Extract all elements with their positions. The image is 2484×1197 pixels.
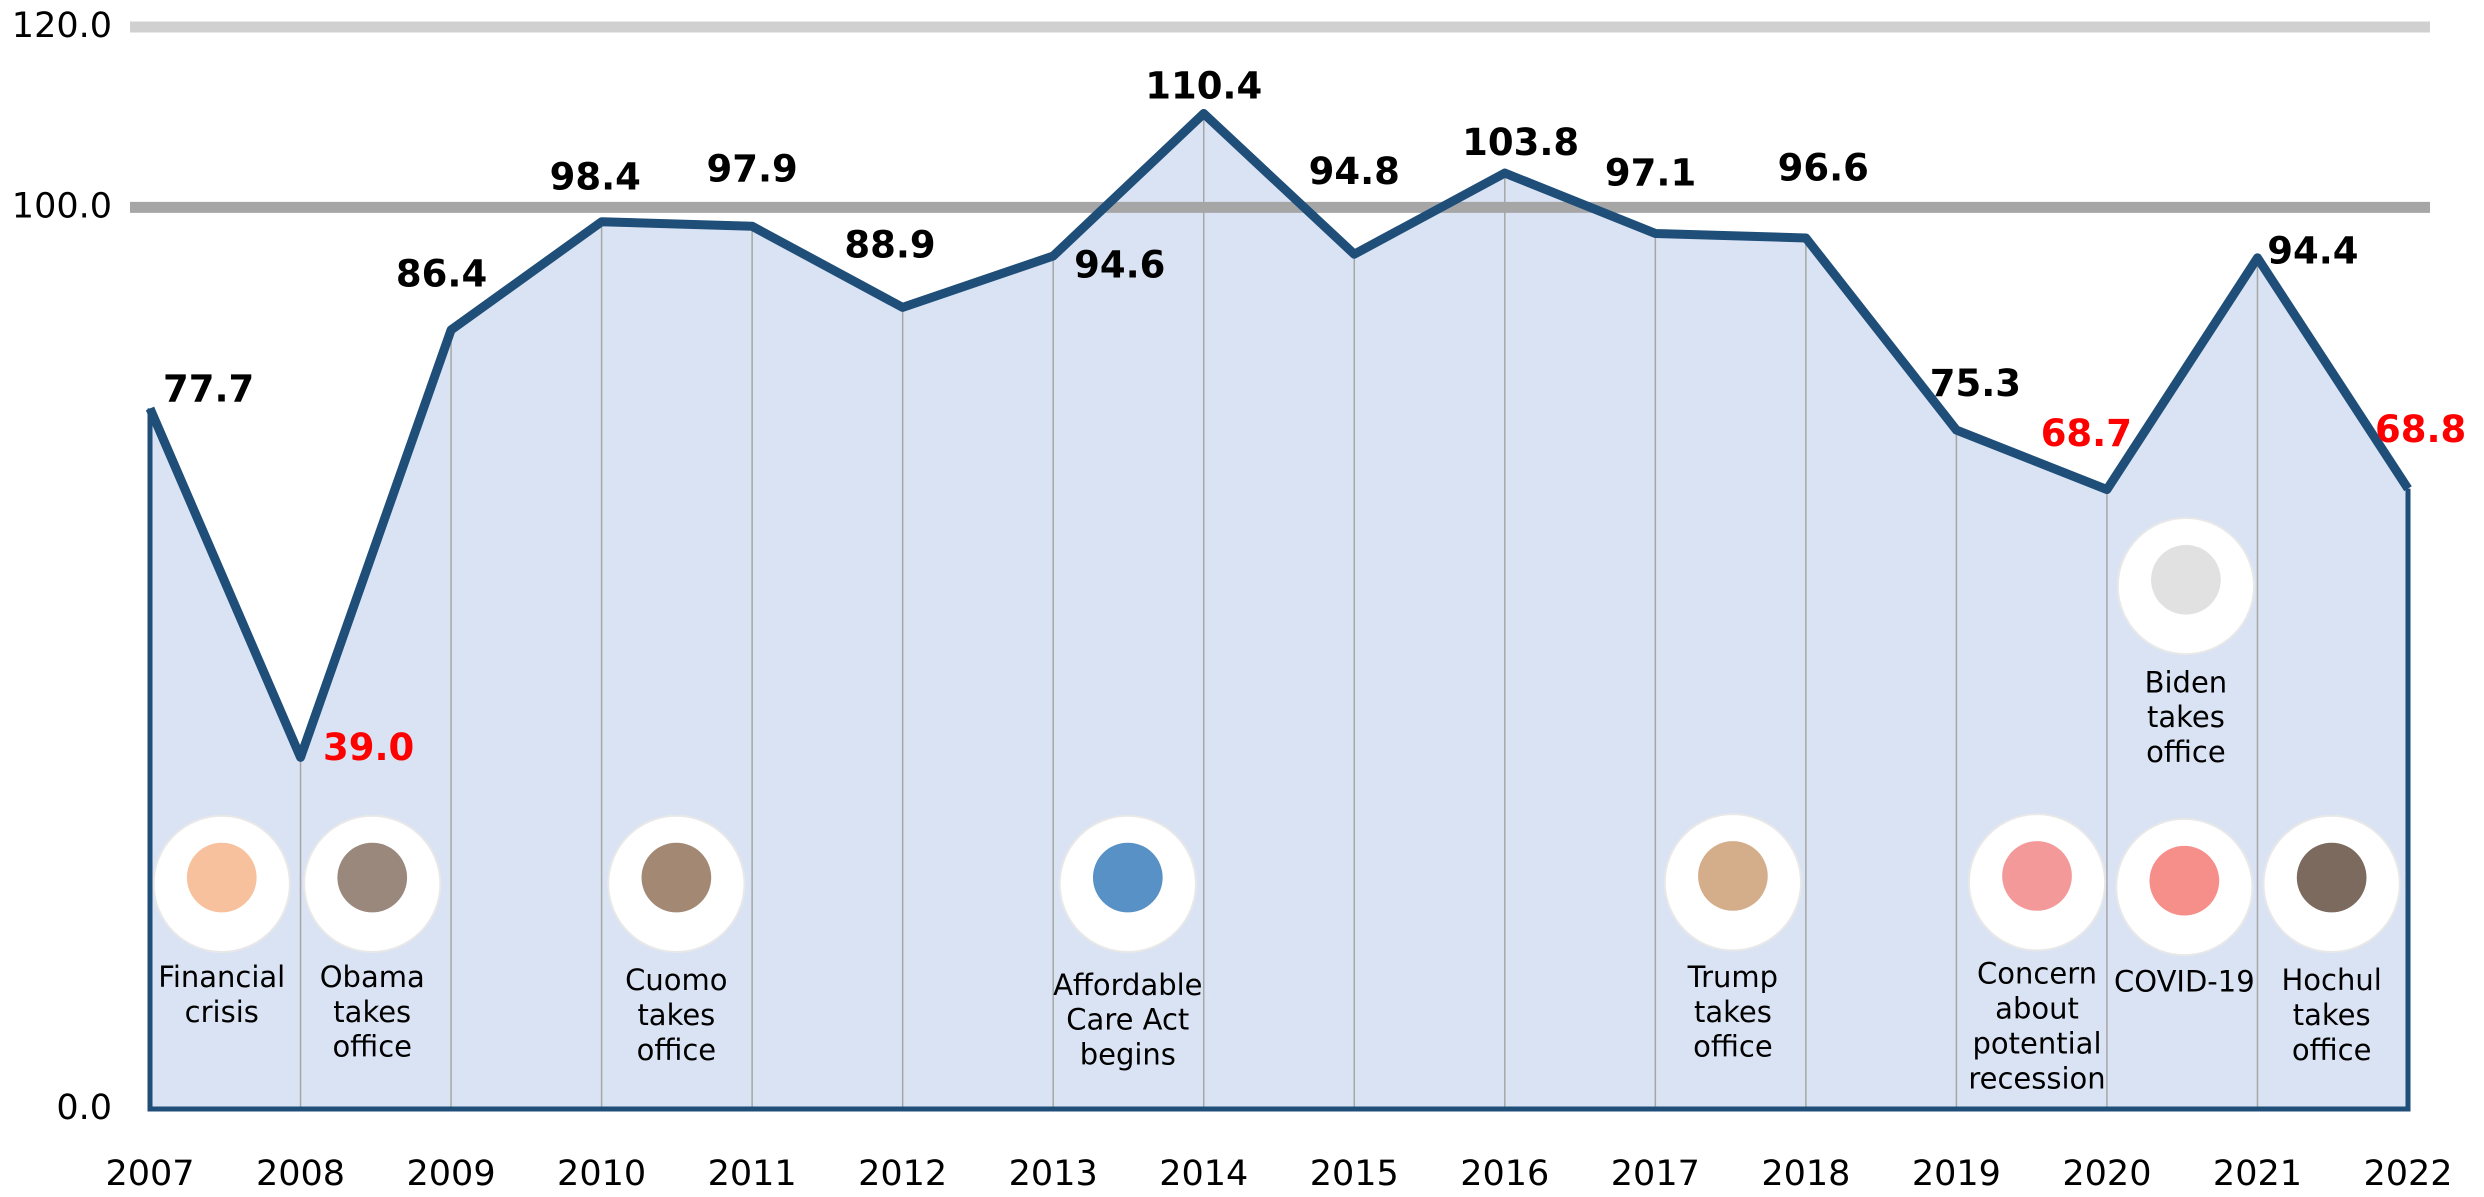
chart: 0.0 100.0 120.0 77.7 2007 39.0 2008 86.4 2009 98.… — [0, 0, 2484, 1197]
annotation-icon-detail — [1698, 841, 1768, 911]
x-tick-label: 2014 — [1159, 1154, 1248, 1194]
x-tick-label: 2007 — [105, 1154, 194, 1194]
x-tick-label: 2018 — [1761, 1154, 1850, 1194]
annotation-text: Cuomo — [625, 963, 727, 997]
y-tick-label: 100.0 — [12, 186, 112, 226]
x-tick-label: 2021 — [2213, 1154, 2302, 1194]
annotation-icon-detail — [2297, 843, 2367, 913]
value-label: 68.8 — [2375, 408, 2466, 451]
value-label: 94.8 — [1309, 150, 1400, 193]
value-label: 75.3 — [1930, 362, 2021, 405]
annotation-text: takes — [1694, 995, 1772, 1029]
value-label: 77.7 — [163, 367, 254, 410]
value-label: 97.1 — [1605, 151, 1696, 194]
value-label: 94.6 — [1074, 244, 1165, 287]
x-tick-label: 2008 — [256, 1154, 345, 1194]
annotation-text: Financial — [158, 960, 285, 994]
value-label: 68.7 — [2041, 412, 2132, 455]
annotation-text: Trump — [1687, 960, 1778, 994]
annotation-icon-detail — [642, 843, 712, 913]
annotation-text: recession — [1968, 1061, 2105, 1095]
annotation-icon-detail — [187, 843, 257, 913]
x-tick-label: 2020 — [2062, 1154, 2151, 1194]
annotation-text: takes — [637, 998, 715, 1032]
annotation-text: about — [1995, 992, 2079, 1026]
annotation-text: COVID-19 — [2114, 965, 2255, 999]
value-label: 88.9 — [844, 224, 935, 267]
annotation-icon-detail — [2151, 545, 2221, 615]
annotation-text: crisis — [185, 995, 259, 1029]
value-label: 97.9 — [706, 147, 797, 190]
value-label: 86.4 — [396, 253, 487, 296]
y-tick-label: 0.0 — [56, 1088, 112, 1128]
annotation-text: takes — [2293, 998, 2371, 1032]
annotation-text: begins — [1080, 1038, 1176, 1072]
annotation-text: takes — [333, 995, 411, 1029]
x-tick-label: 2009 — [407, 1154, 496, 1194]
annotation-text: potential — [1973, 1026, 2102, 1060]
annotation-text: office — [1693, 1030, 1773, 1064]
annotation-icon-detail — [1093, 843, 1163, 913]
annotation-text: Concern — [1977, 957, 2097, 991]
x-tick-label: 2019 — [1912, 1154, 2001, 1194]
annotation-icon-detail — [2002, 841, 2072, 911]
value-label: 110.4 — [1145, 65, 1262, 108]
annotation-text: Care Act — [1066, 1003, 1189, 1037]
x-tick-label: 2013 — [1009, 1154, 1098, 1194]
value-label: 94.4 — [2267, 230, 2358, 273]
annotation-text: office — [2146, 735, 2226, 769]
x-tick-label: 2022 — [2363, 1154, 2452, 1194]
annotation-text: Obama — [320, 960, 425, 994]
value-label: 103.8 — [1462, 121, 1579, 164]
x-tick-label: 2015 — [1310, 1154, 1399, 1194]
annotation-text: office — [2292, 1033, 2372, 1067]
annotation-text: Hochul — [2281, 963, 2381, 997]
value-label: 39.0 — [323, 726, 414, 769]
annotation-text: Affordable — [1053, 968, 1202, 1002]
annotation: COVID-19 — [2114, 819, 2255, 999]
annotation-icon-detail — [2149, 846, 2219, 916]
annotation-icon-detail — [337, 843, 407, 913]
x-tick-label: 2012 — [858, 1154, 947, 1194]
annotation-text: takes — [2147, 700, 2225, 734]
value-label: 96.6 — [1778, 146, 1869, 189]
x-tick-label: 2011 — [708, 1154, 797, 1194]
x-tick-label: 2017 — [1611, 1154, 1700, 1194]
y-tick-label: 120.0 — [12, 6, 112, 46]
annotation-text: Biden — [2145, 665, 2228, 699]
x-tick-label: 2016 — [1460, 1154, 1549, 1194]
x-tick-label: 2010 — [557, 1154, 646, 1194]
annotation-text: office — [332, 1030, 412, 1064]
value-label: 98.4 — [550, 155, 641, 198]
annotation-text: office — [637, 1033, 717, 1067]
